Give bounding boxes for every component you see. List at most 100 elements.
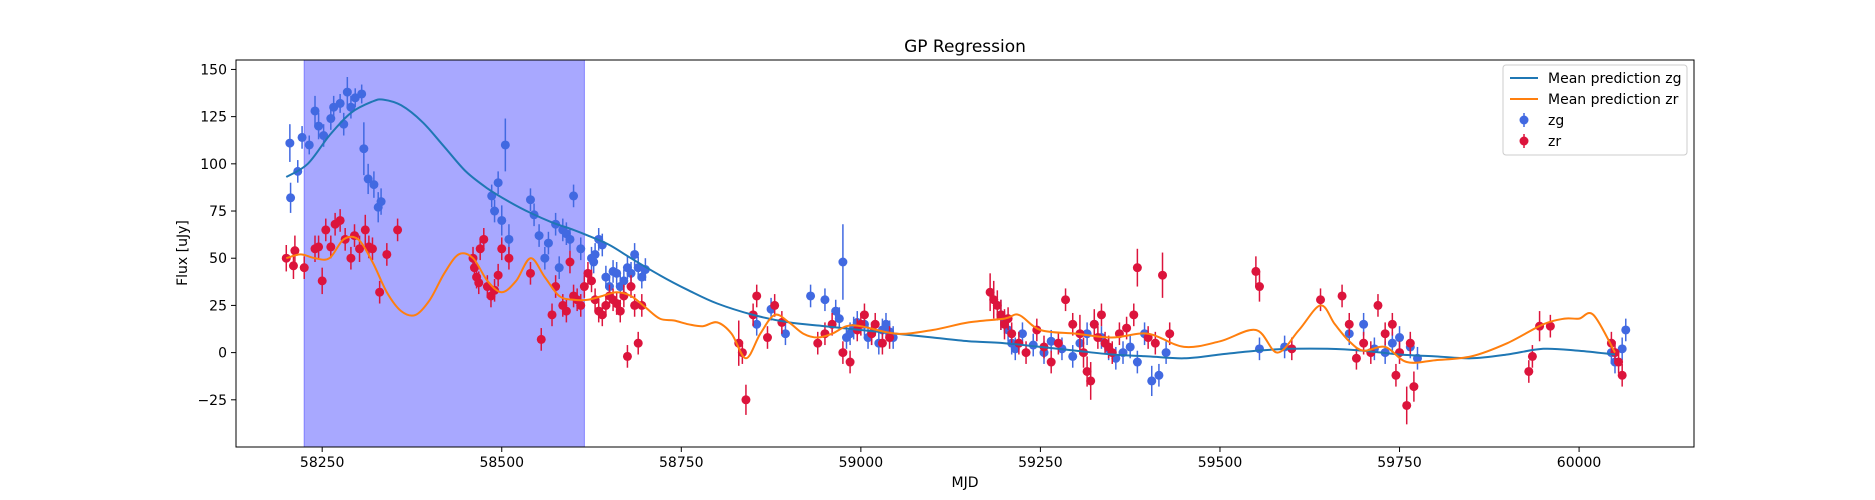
zg-point: [535, 231, 544, 240]
zr-point: [393, 225, 402, 234]
zr-point: [813, 339, 822, 348]
legend-label-zg: zg: [1548, 113, 1564, 129]
zr-point: [846, 358, 855, 367]
zr-point: [1054, 339, 1063, 348]
zg-point: [806, 291, 815, 300]
zr-point: [1524, 367, 1533, 376]
zr-point: [1391, 371, 1400, 380]
zr-point: [1359, 339, 1368, 348]
zr-point: [1014, 339, 1023, 348]
zr-point: [1133, 263, 1142, 272]
zr-point: [537, 335, 546, 344]
zr-point: [763, 333, 772, 342]
zr-point: [741, 395, 750, 404]
zg-point: [357, 89, 366, 98]
legend-label-zg-prediction: Mean prediction zg: [1548, 71, 1682, 87]
zg-point: [589, 257, 598, 266]
zr-point: [587, 276, 596, 285]
zr-point: [1022, 348, 1031, 357]
zr-point: [627, 282, 636, 291]
zr-point: [616, 307, 625, 316]
zr-point: [321, 225, 330, 234]
y-tick-label: 100: [200, 157, 227, 173]
zr-point: [526, 269, 535, 278]
zr-point: [1373, 301, 1382, 310]
x-tick-label: 58250: [300, 455, 345, 471]
zg-point: [1147, 376, 1156, 385]
zr-point: [504, 254, 513, 263]
zr-point: [1388, 320, 1397, 329]
x-tick-label: 59000: [839, 455, 884, 471]
zr-point: [1409, 382, 1418, 391]
zr-point: [562, 307, 571, 316]
legend-zg-marker-swatch: [1520, 116, 1529, 125]
zg-point: [1154, 371, 1163, 380]
zr-point: [1402, 401, 1411, 410]
zr-point: [336, 216, 345, 225]
zr-point: [1528, 352, 1537, 361]
zg-point: [377, 197, 386, 206]
zr-point: [368, 244, 377, 253]
zr-point: [565, 257, 574, 266]
zr-point: [494, 271, 503, 280]
zg-point: [555, 263, 564, 272]
zg-point: [544, 239, 553, 248]
zg-point: [305, 140, 314, 149]
legend-label-zr: zr: [1548, 134, 1561, 150]
zr-point: [1108, 348, 1117, 357]
x-tick-label: 58500: [479, 455, 524, 471]
zr-point: [878, 339, 887, 348]
zr-point: [1381, 329, 1390, 338]
zr-point: [770, 301, 779, 310]
zg-point: [1388, 339, 1397, 348]
legend: Mean prediction zg Mean prediction zr zg…: [1503, 65, 1687, 155]
zr-point: [497, 244, 506, 253]
zr-point: [375, 288, 384, 297]
zg-point: [576, 244, 585, 253]
zr-point: [576, 301, 585, 310]
zg-point: [1621, 325, 1630, 334]
legend-zr-marker-swatch: [1520, 137, 1529, 146]
zr-point: [1255, 282, 1264, 291]
zr-point: [1086, 376, 1095, 385]
zg-point: [285, 139, 294, 148]
zr-point: [1047, 358, 1056, 367]
zg-point: [835, 314, 844, 323]
zg-point: [1162, 348, 1171, 357]
y-tick-label: 125: [200, 110, 227, 126]
zg-point: [336, 99, 345, 108]
zg-point: [369, 180, 378, 189]
zr-point: [1316, 295, 1325, 304]
zg-point: [314, 122, 323, 131]
zr-point: [318, 276, 327, 285]
zr-point: [871, 320, 880, 329]
zr-point: [1618, 371, 1627, 380]
zr-point: [885, 333, 894, 342]
zr-point: [1122, 324, 1131, 333]
zg-point: [1395, 333, 1404, 342]
zg-point: [490, 207, 499, 216]
x-tick-label: 59500: [1198, 455, 1243, 471]
zr-point: [326, 242, 335, 251]
zr-point: [1165, 329, 1174, 338]
y-tick-label: 25: [209, 298, 227, 314]
zr-point: [361, 225, 370, 234]
chart-title: GP Regression: [904, 37, 1026, 57]
zg-point: [343, 88, 352, 97]
x-tick-label: 59750: [1377, 455, 1422, 471]
zg-point: [1133, 358, 1142, 367]
x-tick-label: 60000: [1557, 455, 1602, 471]
zr-point: [1061, 295, 1070, 304]
zr-point: [1158, 271, 1167, 280]
y-tick-label: 0: [218, 346, 227, 362]
zr-point: [623, 352, 632, 361]
zr-point: [1007, 329, 1016, 338]
y-axis-label: Flux [uJy]: [175, 220, 191, 286]
zg-point: [820, 295, 829, 304]
zr-point: [860, 310, 869, 319]
zr-point: [1151, 339, 1160, 348]
x-tick-label: 58750: [659, 455, 704, 471]
zr-point: [634, 339, 643, 348]
zg-point: [1126, 342, 1135, 351]
